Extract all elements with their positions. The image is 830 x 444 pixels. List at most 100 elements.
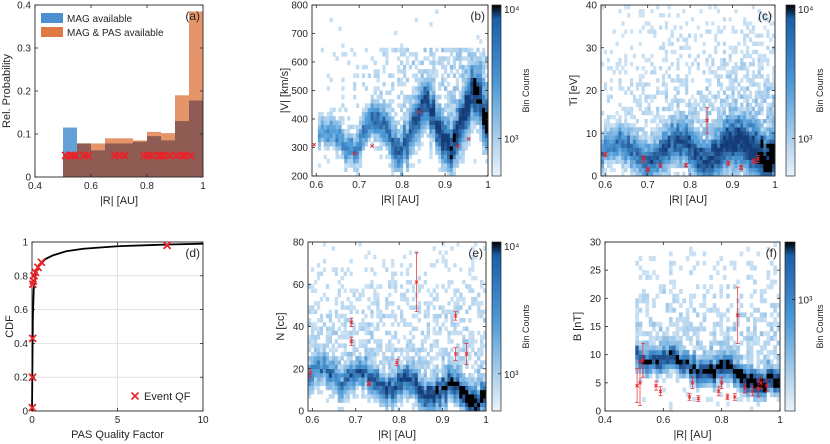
heatmap-cell [441, 141, 445, 147]
heatmap-cell [444, 64, 448, 70]
heatmap-cell [653, 127, 657, 132]
heatmap-cell [672, 345, 676, 351]
heatmap-cell [376, 364, 380, 370]
heatmap-cell [675, 368, 680, 374]
heatmap-cell [695, 382, 700, 388]
heatmap-cell [763, 373, 767, 379]
heatmap-cell [482, 86, 486, 91]
heatmap-cell [705, 98, 709, 104]
heatmap-cell [690, 94, 695, 99]
heatmap-cell [743, 135, 747, 140]
heatmap-cell [329, 107, 333, 113]
heatmap-cell [441, 368, 445, 374]
event-marker [751, 159, 756, 163]
heatmap-cell [769, 123, 773, 128]
heatmap-cell [408, 364, 413, 370]
heatmap-cell [455, 52, 459, 57]
heatmap-cell [331, 246, 335, 251]
heatmap-cell [630, 106, 634, 112]
heatmap-cell [690, 119, 695, 124]
heatmap-cell [405, 146, 410, 151]
heatmap-cell [667, 13, 671, 18]
heatmap-cell [609, 163, 613, 169]
heatmap-cell [653, 135, 657, 140]
heatmap-cell [426, 360, 430, 365]
heatmap-cell [470, 124, 474, 130]
heatmap-cell [668, 340, 673, 346]
heatmap-cell [477, 394, 481, 399]
heatmap-cell [672, 279, 676, 285]
heatmap-cell [405, 120, 410, 125]
heatmap-cell [346, 360, 350, 365]
heatmap-cell [346, 377, 350, 382]
heatmap-cell [316, 305, 321, 310]
heatmap-cell [408, 116, 413, 121]
heatmap-cell [719, 74, 724, 79]
heatmap-cell [670, 163, 674, 169]
heatmap-cell [709, 382, 713, 388]
heatmap-cell [385, 146, 389, 151]
heatmap-cell [373, 292, 377, 298]
heatmap-cell [601, 110, 605, 116]
heatmap-cell [751, 155, 755, 161]
heatmap-cell [776, 368, 781, 374]
heatmap-cell [462, 296, 466, 302]
heatmap-cell [645, 340, 650, 346]
event-marker [705, 118, 710, 123]
heatmap-cell [405, 133, 410, 138]
heatmap-cell [405, 137, 410, 143]
heatmap-cell [464, 56, 468, 61]
heatmap-cell [414, 73, 418, 78]
heatmap-cell [609, 66, 613, 71]
heatmap-cell [699, 135, 703, 140]
heatmap-cell [313, 372, 318, 378]
heatmap-cell [630, 147, 634, 152]
heatmap-cell [746, 151, 750, 156]
heatmap-cell [685, 74, 689, 79]
heatmap-cell [361, 116, 366, 121]
heatmap-cell [476, 69, 480, 74]
heatmap-cell [714, 131, 718, 136]
heatmap-cell [432, 394, 436, 399]
heatmap-cell [726, 284, 730, 290]
heatmap-cell [702, 298, 707, 304]
heatmap-cell [667, 106, 671, 112]
heatmap-cell [446, 124, 451, 130]
heatmap-cell [676, 155, 680, 161]
heatmap-cell [358, 128, 363, 134]
heatmap-cell [682, 143, 686, 148]
heatmap-cell [444, 318, 448, 323]
heatmap-cell [725, 139, 729, 144]
heatmap-cell [659, 171, 663, 177]
heatmap-cell [716, 321, 720, 327]
heatmap-cell [455, 47, 459, 53]
heatmap-cell [334, 347, 338, 353]
heatmap-cell [452, 158, 457, 164]
heatmap-cell [696, 135, 700, 140]
heatmap-cell [402, 368, 407, 374]
heatmap-cell [749, 373, 754, 379]
heatmap-cell [340, 368, 344, 374]
heatmap-cell [391, 398, 395, 403]
heatmap-cell [456, 347, 460, 353]
heatmap-cell [722, 66, 726, 71]
heatmap-cell [732, 326, 737, 332]
heatmap-cell [717, 151, 721, 156]
heatmap-cell [308, 322, 312, 327]
heatmap-cell [725, 135, 729, 140]
heatmap-cell [483, 381, 487, 386]
heatmap-cell [635, 127, 639, 132]
heatmap-cell [624, 114, 628, 120]
heatmap-cell [751, 29, 755, 34]
heatmap-cell [335, 56, 339, 61]
heatmap-cell [696, 53, 700, 59]
heatmap-cell [711, 171, 715, 177]
heatmap-cell [656, 114, 660, 120]
heatmap-cell [696, 127, 700, 132]
heatmap-cell [432, 52, 436, 57]
heatmap-cell [462, 343, 466, 348]
heatmap-cell [349, 305, 353, 310]
heatmap-cell [618, 119, 622, 124]
heatmap-cell [766, 163, 770, 169]
heatmap-cell [322, 343, 327, 348]
